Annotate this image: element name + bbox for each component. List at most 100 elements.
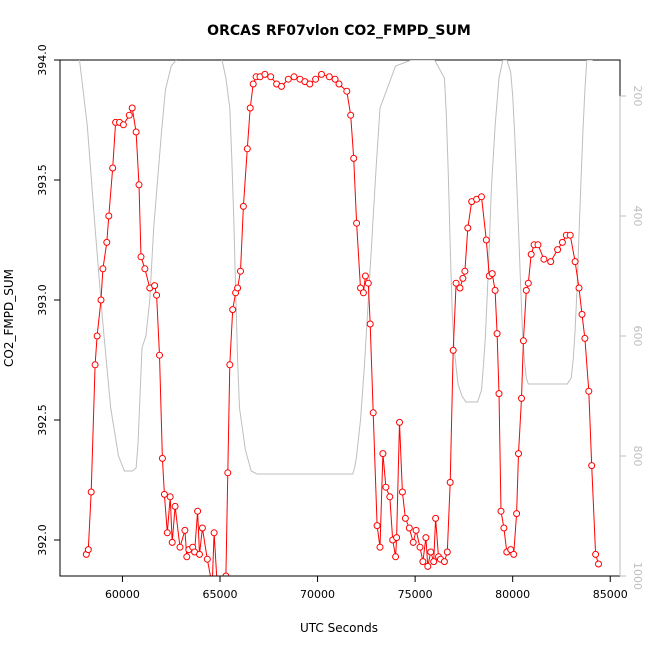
co2-point	[91, 361, 99, 369]
co2-point	[592, 550, 600, 558]
co2-point	[452, 279, 460, 287]
x-tick-label: 60000	[105, 588, 140, 601]
co2-point	[427, 548, 435, 556]
co2-point	[306, 80, 314, 88]
y2-tick-label: 800	[631, 446, 644, 467]
co2-point	[396, 418, 403, 426]
co2-point	[325, 73, 333, 81]
co2-point	[343, 87, 351, 95]
co2-point	[581, 334, 589, 342]
co2-point	[132, 128, 140, 136]
co2-point	[493, 330, 501, 338]
co2-point	[335, 80, 343, 88]
co2-point	[103, 238, 111, 246]
co2-point	[226, 361, 234, 369]
co2-point	[290, 73, 298, 81]
co2-point	[168, 538, 176, 546]
co2-point	[540, 255, 548, 263]
x-axis-label: UTC Seconds	[300, 621, 378, 635]
co2-point	[554, 246, 562, 254]
co2-point	[194, 507, 202, 515]
co2-point	[430, 558, 438, 566]
chart-title: ORCAS RF07vlon CO2_FMPD_SUM	[207, 23, 471, 39]
co2-point	[432, 514, 440, 522]
co2-point	[519, 337, 527, 345]
y2-tick-label: 600	[631, 326, 644, 347]
co2-point	[171, 502, 179, 510]
plot-frame	[59, 59, 621, 577]
co2-point	[382, 483, 390, 491]
co2-point	[224, 469, 232, 477]
co2-point	[153, 291, 161, 299]
co2-point	[510, 550, 518, 558]
co2-point	[166, 493, 174, 501]
x-tick-label: 75000	[398, 588, 433, 601]
co2-point	[527, 250, 535, 258]
co2-point	[558, 238, 566, 246]
co2-point	[412, 526, 420, 534]
co2-point	[163, 529, 171, 537]
co2-point	[366, 320, 374, 328]
co2-point	[409, 538, 417, 546]
y-axis-label: CO2_FMPD_SUM	[2, 269, 16, 367]
co2-point	[234, 284, 242, 292]
co2-point	[318, 70, 325, 78]
co2-point	[440, 558, 448, 566]
co2-point	[267, 73, 275, 81]
co2-point	[478, 193, 485, 201]
co2-point	[513, 510, 521, 518]
y2-tick-label: 1000	[631, 562, 644, 590]
co2-point	[588, 462, 596, 470]
pressure-series	[79, 60, 593, 475]
y-axis-left: 392.0 392.5 393.0 393.5 394.0	[36, 44, 61, 556]
y2-tick-label: 400	[631, 206, 644, 227]
co2-point	[369, 409, 377, 417]
co2-point	[246, 104, 254, 112]
y-tick-label: 392.0	[36, 524, 49, 556]
co2-point	[93, 332, 101, 340]
co2-point	[446, 478, 454, 486]
co2-point	[249, 80, 257, 88]
co2-point	[158, 454, 166, 462]
co2-point	[359, 289, 367, 297]
co2-point	[312, 75, 320, 83]
co2-point	[176, 543, 184, 551]
co2-point	[99, 265, 107, 273]
co2-point	[522, 286, 530, 294]
co2-point	[347, 111, 355, 119]
co2-point	[482, 236, 490, 244]
y-tick-label: 393.0	[36, 284, 49, 316]
co2-point	[214, 580, 220, 586]
co2-point	[459, 274, 467, 282]
co2-point	[350, 154, 358, 162]
co2-point	[373, 522, 381, 530]
co2-point	[524, 279, 532, 287]
co2-point	[422, 534, 430, 542]
co2-point	[401, 514, 409, 522]
co2-point	[571, 258, 579, 266]
co2-point	[237, 267, 244, 275]
co2-point	[156, 351, 163, 359]
co2-point	[181, 526, 189, 534]
co2-point	[87, 488, 95, 496]
co2-point	[585, 387, 593, 395]
co2-point	[419, 558, 427, 566]
co2-point	[141, 265, 149, 273]
co2-point	[398, 488, 406, 496]
x-tick-label: 65000	[203, 588, 238, 601]
co2-point	[518, 394, 525, 402]
co2-point	[160, 490, 168, 498]
co2-point	[196, 550, 203, 558]
co2-point	[135, 181, 143, 189]
co2-point	[393, 534, 401, 542]
co2-point	[515, 450, 522, 458]
co2-point	[203, 555, 211, 563]
co2-line	[85, 73, 599, 576]
co2-point	[119, 121, 127, 129]
x-tick-label: 80000	[495, 588, 530, 601]
co2-series	[82, 70, 602, 586]
co2-point	[243, 145, 251, 153]
co2-point	[488, 270, 496, 278]
co2-point	[534, 241, 542, 249]
